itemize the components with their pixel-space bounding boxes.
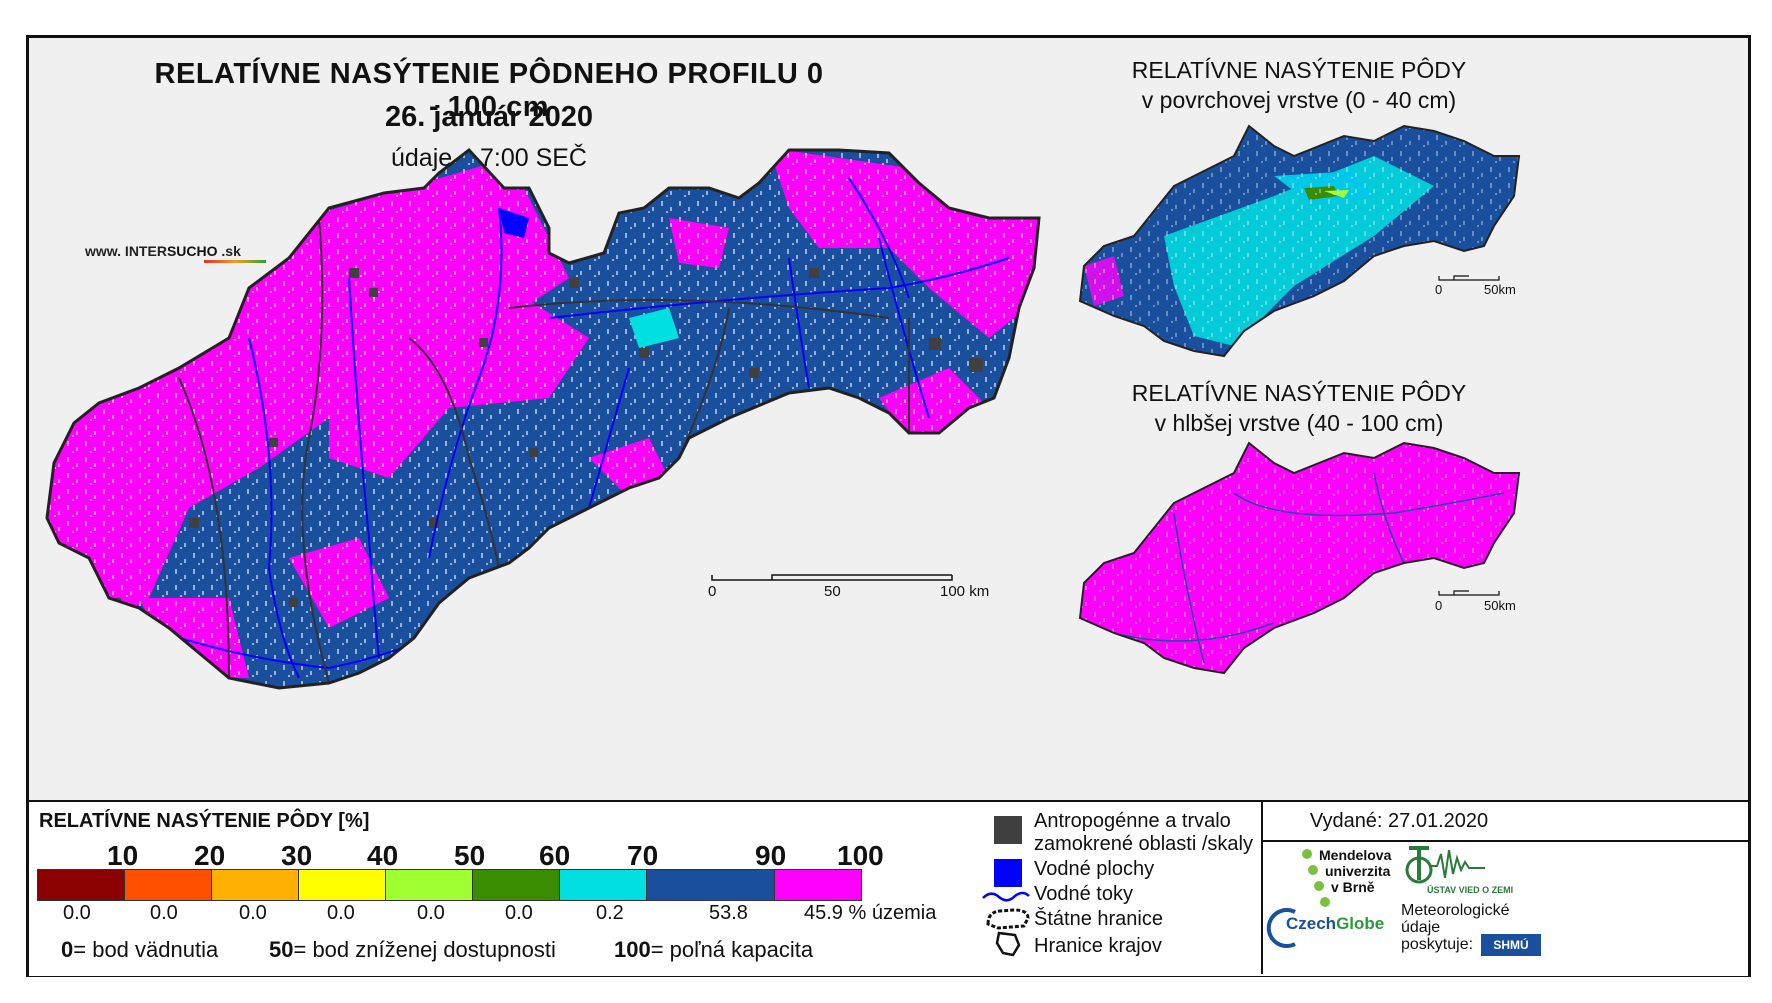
legend-def-wilting: 0= bod vädnutia bbox=[61, 937, 219, 962]
intersucho-logo: www. INTERSUCHO .sk bbox=[85, 243, 241, 259]
legend-pct-6: 0.2 bbox=[596, 902, 624, 924]
uvgz-logo-icon bbox=[1405, 846, 1485, 884]
uvgz-label: ÚSTAV VIED O ZEMI bbox=[1427, 885, 1514, 895]
legend-swatch-20-30 bbox=[212, 870, 299, 900]
meteo-line-3: poskytuje: bbox=[1401, 936, 1474, 953]
intersucho-logo-underline bbox=[204, 260, 266, 263]
czechglobe-arc-icon bbox=[1266, 908, 1296, 948]
region-borders bbox=[178, 217, 910, 684]
water-body-orava bbox=[499, 208, 529, 238]
legend-pct-1: 0.0 bbox=[150, 902, 178, 924]
map-title: RELATÍVNE NASÝTENIE PÔDNEHO PROFILU 0 - … bbox=[154, 58, 824, 123]
legend-swatch-10-20 bbox=[125, 870, 212, 900]
legend-swatch-0-10 bbox=[38, 870, 125, 900]
water-stream-label: Vodné toky bbox=[1034, 883, 1133, 905]
legend-tick-70: 70 bbox=[627, 840, 659, 871]
issued-divider bbox=[1263, 840, 1748, 842]
map-date: 26. január 2020 bbox=[385, 101, 593, 133]
inset-bottom-title: RELATÍVNE NASÝTENIE PÔDY v hlbšej vrstve… bbox=[1131, 380, 1467, 436]
anthropogenic-swatch bbox=[994, 816, 1022, 844]
inset-bottom-scale-50: 50km bbox=[1484, 598, 1516, 613]
legend-color-bar bbox=[37, 869, 862, 901]
mendel-line-2: univerzita bbox=[1325, 863, 1391, 879]
water-body-label: Vodné plochy bbox=[1034, 858, 1155, 880]
inset-top-title: RELATÍVNE NASÝTENIE PÔDY v povrchovej vr… bbox=[1131, 57, 1467, 113]
cyan-zone bbox=[629, 308, 679, 348]
legend-pct-4: 0.0 bbox=[417, 902, 445, 924]
legend-pct-0: 0.0 bbox=[63, 902, 91, 924]
meteo-line-1: Meteorologické bbox=[1401, 902, 1510, 919]
water-body-swatch bbox=[994, 859, 1022, 887]
inset-top-scalebar bbox=[1438, 275, 1500, 281]
state-border-label: Štátne hranice bbox=[1034, 908, 1163, 930]
legend-swatch-30-40 bbox=[299, 870, 386, 900]
legend-swatch-40-50 bbox=[386, 870, 473, 900]
anthropogenic-label-2: zamokrené oblasti /skaly bbox=[1034, 833, 1253, 855]
main-scale-label-50: 50 bbox=[824, 583, 841, 600]
legend-swatch-70-90 bbox=[647, 870, 775, 900]
state-border bbox=[45, 147, 1041, 690]
issued-date: Vydané: 27.01.2020 bbox=[1309, 810, 1489, 832]
meteo-line-2: údaje bbox=[1401, 919, 1441, 936]
inset-top-scale-0: 0 bbox=[1435, 282, 1443, 297]
legend-title: RELATÍVNE NASÝTENIE PÔDY [%] bbox=[39, 810, 370, 832]
region-border-label: Hranice krajov bbox=[1034, 935, 1162, 957]
main-scale-label-0: 0 bbox=[708, 583, 717, 600]
legend-pct-7: 53.8 bbox=[709, 902, 748, 924]
legend-def-reduced: 50= bod zníženej dostupnosti bbox=[269, 937, 556, 962]
mendel-dots-icon bbox=[1302, 849, 1330, 907]
inset-bottom-map bbox=[1078, 441, 1521, 675]
legend-tick-40: 40 bbox=[367, 840, 399, 871]
inset-bottom-scale-0: 0 bbox=[1435, 598, 1443, 613]
legend-swatch-50-60 bbox=[473, 870, 560, 900]
legend-tick-50: 50 bbox=[454, 840, 486, 871]
shmu-logo: SHMÚ bbox=[1481, 934, 1541, 956]
inset-bottom-scalebar bbox=[1438, 590, 1500, 596]
map-frame: RELATÍVNE NASÝTENIE PÔDNEHO PROFILU 0 - … bbox=[26, 35, 1751, 977]
legend-tick-60: 60 bbox=[539, 840, 571, 871]
anthropogenic-label-1: Antropogénne a trvalo bbox=[1034, 810, 1231, 832]
legend-tick-20: 20 bbox=[194, 840, 226, 871]
main-scale-label-100: 100 km bbox=[940, 583, 990, 600]
map-area: RELATÍVNE NASÝTENIE PÔDNEHO PROFILU 0 - … bbox=[29, 38, 1748, 800]
legend-swatch-60-70 bbox=[560, 870, 647, 900]
state-border-icon bbox=[986, 908, 1030, 930]
inset-top-scale-50: 50km bbox=[1484, 282, 1516, 297]
legend-tick-10: 10 bbox=[107, 840, 139, 871]
anthropogenic-areas bbox=[109, 268, 983, 610]
mendel-line-3: v Brně bbox=[1331, 879, 1375, 895]
legend-pct-2: 0.0 bbox=[239, 902, 267, 924]
legend-divider bbox=[1261, 802, 1263, 974]
inset-top-map bbox=[1078, 124, 1521, 358]
water-stream-icon bbox=[982, 891, 1030, 902]
legend-panel: RELATÍVNE NASÝTENIE PÔDY [%] 10 20 30 40… bbox=[29, 800, 1748, 976]
main-map bbox=[45, 147, 1041, 690]
legend-tick-90: 90 bbox=[755, 840, 787, 871]
legend-def-capacity: 100= poľná kapacita bbox=[614, 937, 814, 962]
legend-pct-5: 0.0 bbox=[505, 902, 533, 924]
map-observation-time: údaje o 7:00 SEČ bbox=[391, 144, 587, 172]
main-scalebar bbox=[711, 574, 953, 581]
legend-pct-3: 0.0 bbox=[327, 902, 355, 924]
legend-pct-8: 45.9 % územia bbox=[804, 902, 937, 924]
czechglobe-logo: CzechGlobe bbox=[1286, 914, 1385, 933]
legend-swatch-90-100 bbox=[775, 870, 861, 900]
region-border-icon bbox=[995, 931, 1021, 957]
legend-tick-30: 30 bbox=[281, 840, 313, 871]
mendel-line-1: Mendelova bbox=[1319, 847, 1392, 863]
legend-tick-100: 100 bbox=[837, 840, 884, 871]
